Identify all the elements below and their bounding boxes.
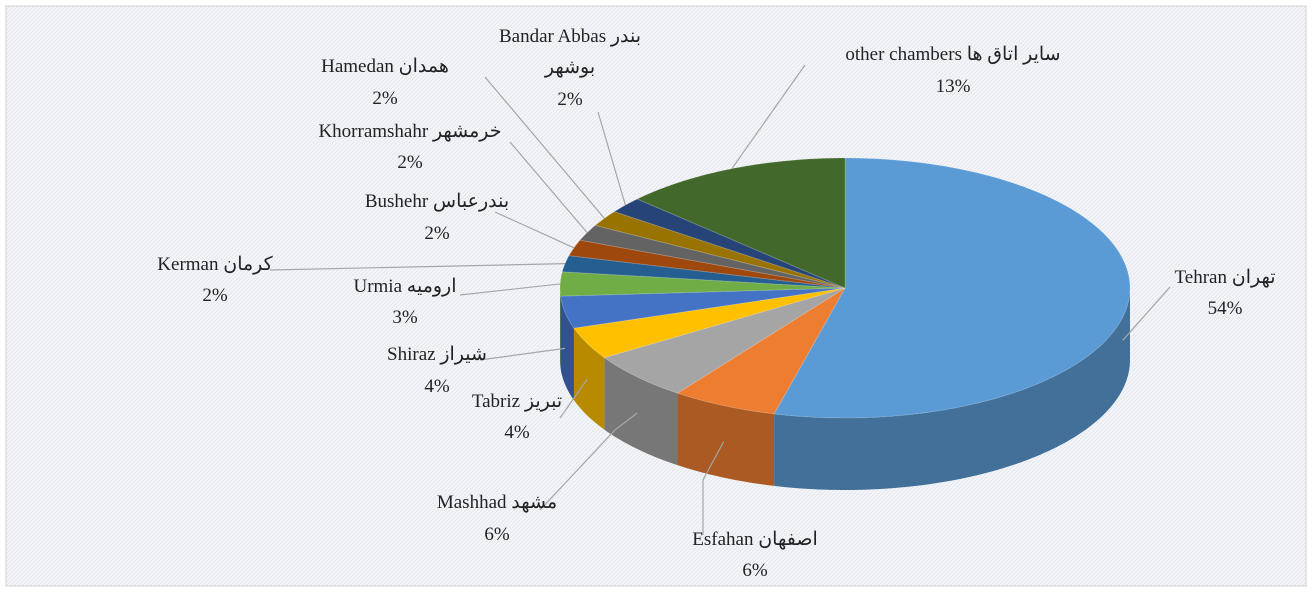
category-label: Bandar Abbas بندر بوشهر	[499, 26, 641, 78]
slice-side	[774, 288, 1130, 490]
slice-side	[677, 393, 775, 486]
slice-side	[604, 357, 678, 466]
value-label: 6%	[484, 524, 510, 545]
value-label: 13%	[936, 76, 971, 97]
slice	[613, 198, 846, 289]
value-label: 2%	[372, 88, 398, 109]
slice	[561, 255, 846, 289]
slice	[573, 287, 846, 359]
category-label: Esfahan اصفهان	[692, 529, 817, 550]
slice-side	[573, 328, 605, 430]
slice	[676, 287, 846, 415]
slice	[579, 224, 846, 289]
leader-line	[702, 441, 725, 535]
slice	[636, 157, 846, 289]
leader-line	[269, 263, 566, 271]
slice-side	[560, 288, 561, 369]
slice-side	[560, 296, 574, 401]
category-label: Tabriz تبریز	[472, 391, 562, 412]
category-label: Tehran تهران	[1175, 267, 1276, 288]
slice	[773, 157, 1131, 419]
leader-line	[1122, 286, 1171, 341]
slice	[594, 211, 846, 289]
value-label: 2%	[397, 152, 423, 173]
value-label: 2%	[557, 89, 583, 110]
category-label: Mashhad مشهد	[437, 492, 557, 513]
leader-line	[484, 76, 605, 219]
slice	[568, 239, 846, 289]
category-label: Kerman کرمان	[157, 254, 273, 275]
leader-line	[597, 111, 626, 206]
leader-line	[731, 64, 806, 170]
leader-line	[539, 412, 638, 511]
leader-line	[494, 211, 575, 249]
category-label: Urmia ارومیه	[353, 276, 456, 297]
value-label: 4%	[504, 422, 530, 443]
leader-line	[509, 141, 588, 234]
category-label: Hamedan همدان	[321, 56, 449, 77]
category-label: Shiraz شیراز	[387, 344, 487, 365]
slice	[603, 287, 846, 394]
value-label: 54%	[1208, 298, 1243, 319]
value-label: 2%	[424, 223, 450, 244]
value-label: 6%	[742, 560, 768, 581]
value-label: 2%	[202, 285, 228, 306]
value-label: 3%	[392, 307, 418, 328]
leader-line	[479, 347, 566, 361]
value-label: 4%	[424, 376, 450, 397]
slice	[559, 271, 846, 297]
category-label: other chambers سایر اتاق ها	[845, 44, 1060, 65]
slice	[559, 287, 846, 329]
category-label: Khorramshahr خرمشهر	[318, 121, 501, 142]
leader-line	[559, 379, 588, 419]
category-label: Bushehr بندرعباس	[365, 191, 509, 212]
leader-line	[459, 283, 561, 296]
